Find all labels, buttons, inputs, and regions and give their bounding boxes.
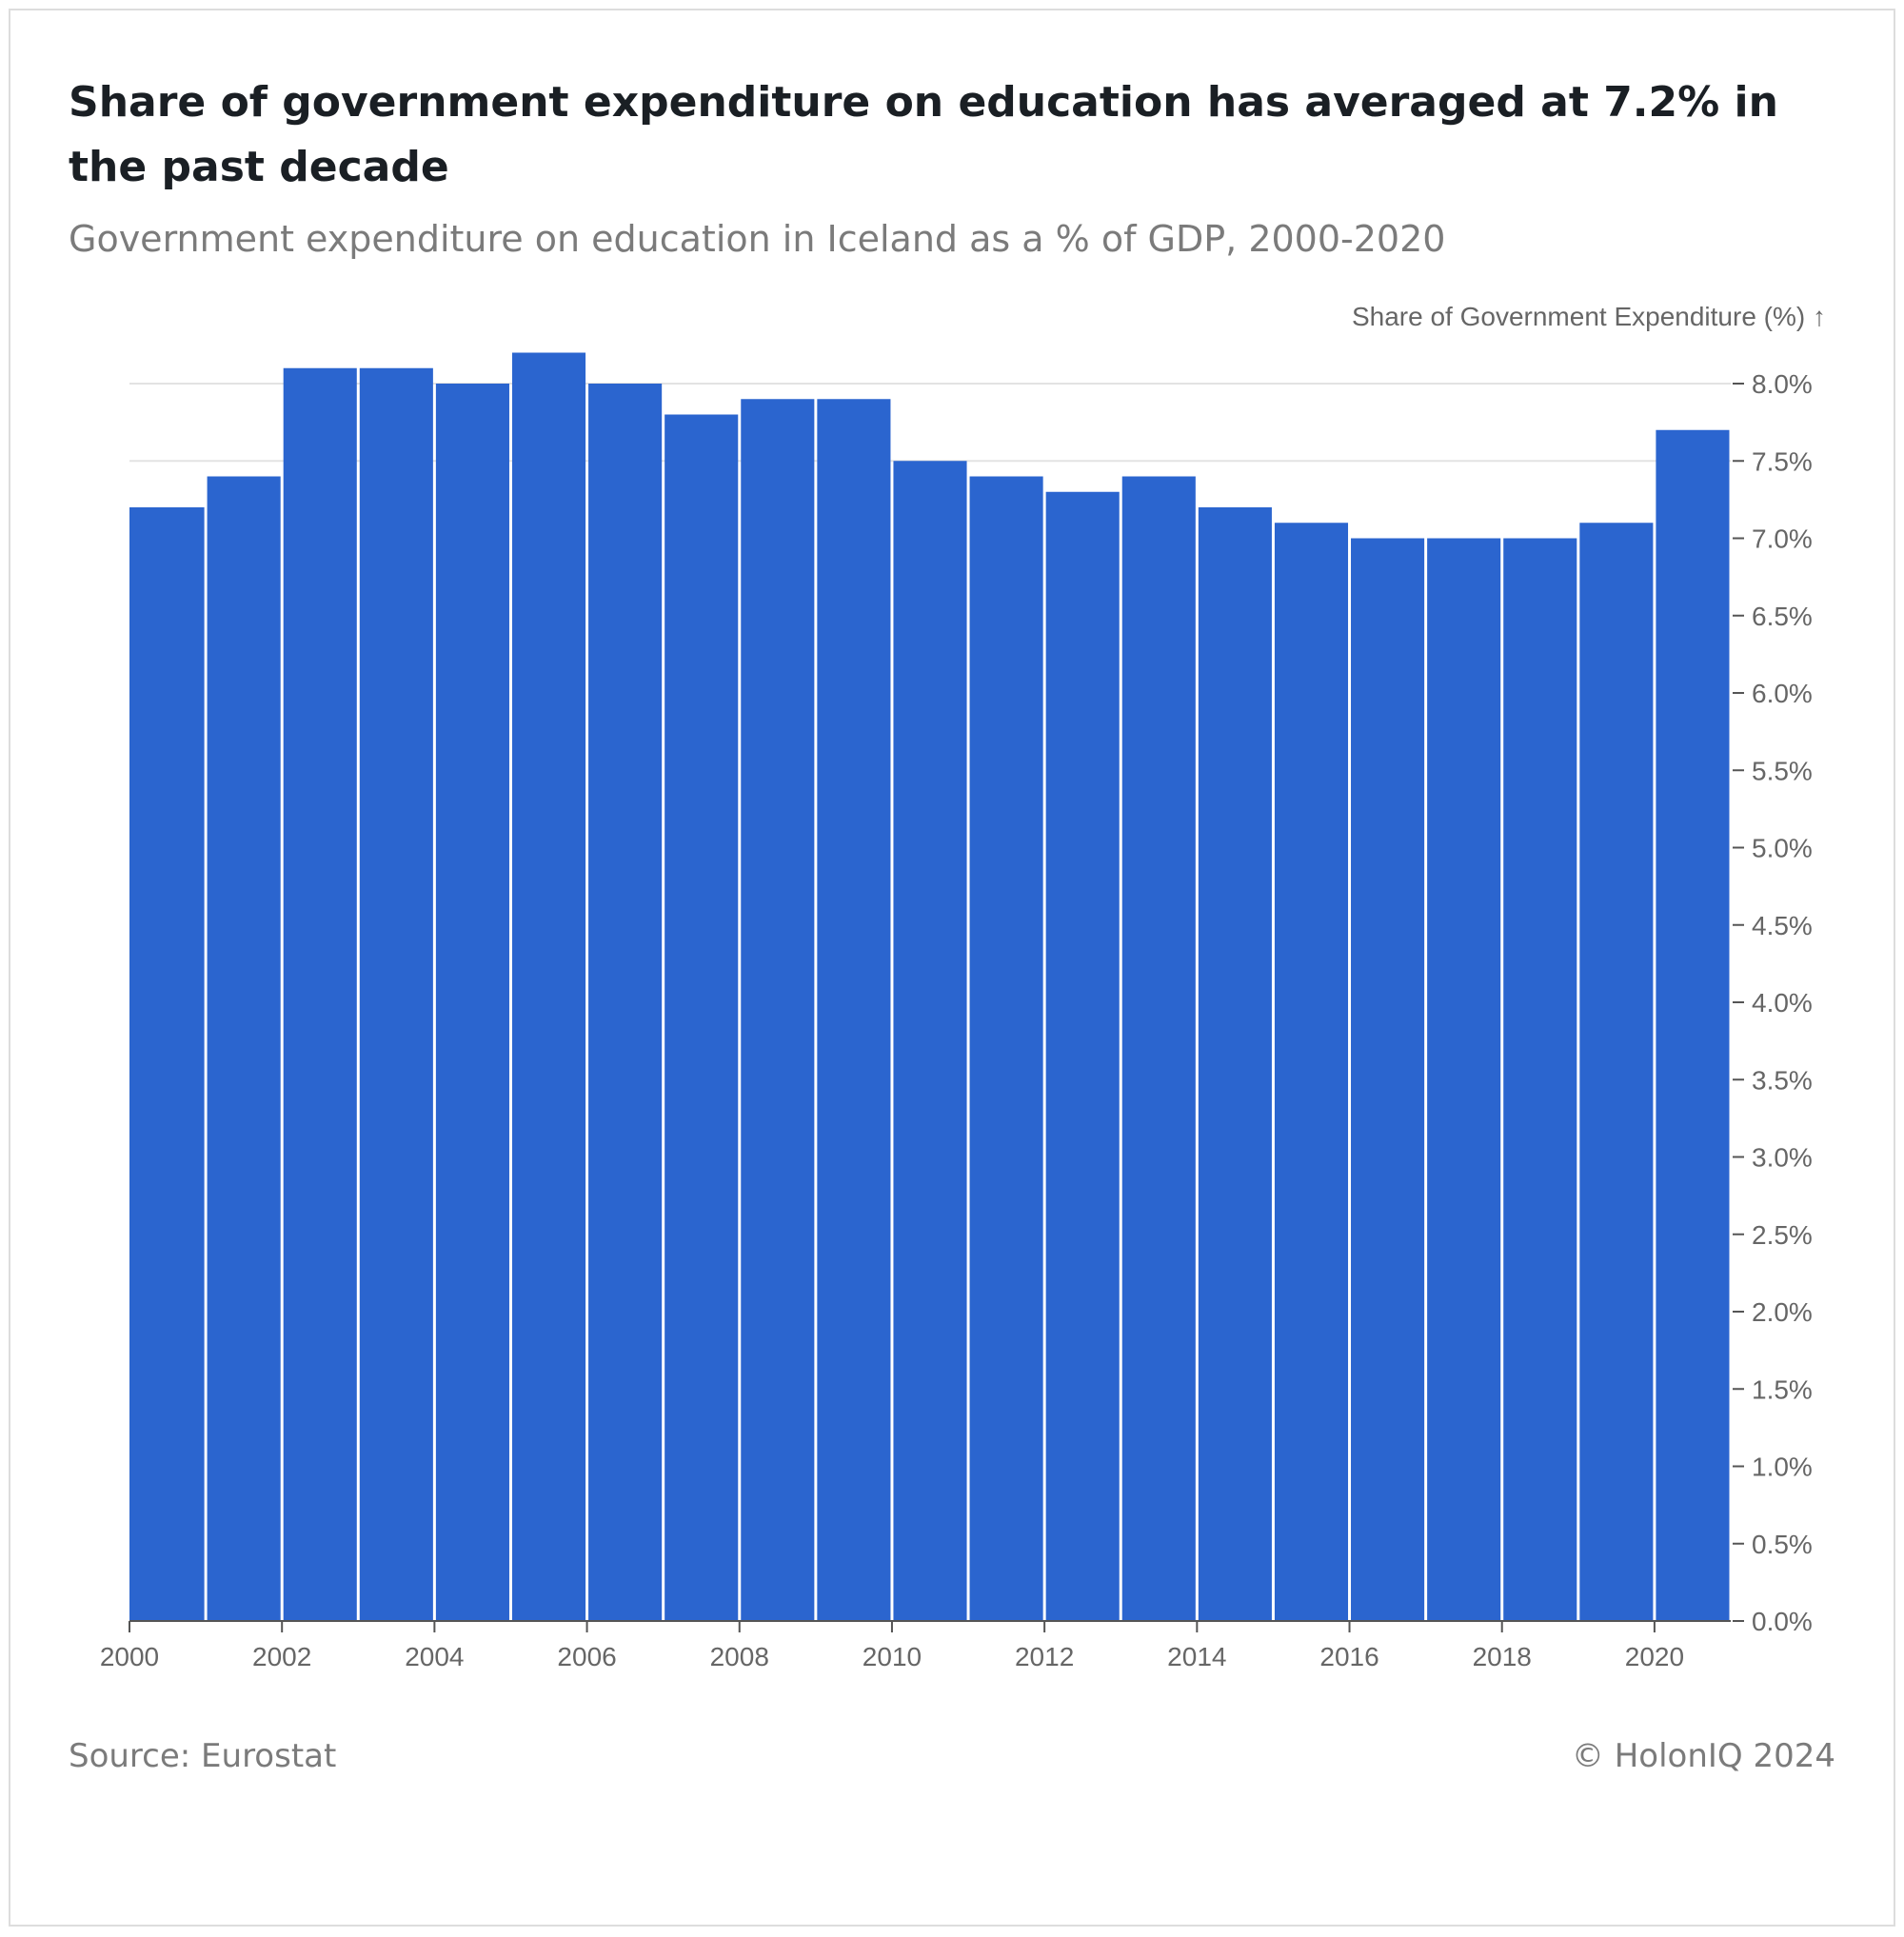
- y-tick-label: 1.5%: [1752, 1374, 1813, 1404]
- y-axis-label: Share of Government Expenditure (%) ↑: [1352, 302, 1826, 331]
- bar: [435, 384, 509, 1621]
- copyright-note: © HolonIQ 2024: [1571, 1737, 1835, 1775]
- bar: [588, 384, 663, 1621]
- y-tick-label: 4.0%: [1752, 988, 1813, 1018]
- bar: [1579, 523, 1654, 1621]
- source-note: Source: Eurostat: [69, 1737, 337, 1775]
- x-tick-label: 2020: [1625, 1642, 1684, 1671]
- x-tick-label: 2018: [1473, 1642, 1532, 1671]
- bar: [1351, 538, 1425, 1621]
- y-tick-label: 6.0%: [1752, 679, 1813, 708]
- y-tick-label: 5.5%: [1752, 756, 1813, 785]
- x-tick-label: 2004: [405, 1642, 464, 1671]
- y-tick-label: 8.0%: [1752, 369, 1813, 399]
- bar: [1656, 429, 1730, 1621]
- y-tick-label: 7.0%: [1752, 524, 1813, 554]
- y-tick-label: 4.5%: [1752, 911, 1813, 940]
- bar: [283, 367, 357, 1621]
- bar: [1121, 476, 1196, 1621]
- y-tick-label: 5.0%: [1752, 834, 1813, 863]
- y-tick-label: 1.0%: [1752, 1453, 1813, 1482]
- x-tick-label: 2010: [863, 1642, 922, 1671]
- y-tick-label: 7.5%: [1752, 446, 1813, 476]
- x-tick-label: 2008: [710, 1642, 769, 1671]
- x-tick-label: 2014: [1167, 1642, 1226, 1671]
- bar: [359, 367, 433, 1621]
- y-axis: 0.0% 0.5% 1.0% 1.5% 2.0% 2.5% 3.0% 3.5% 4.0% 4.5%…: [1733, 369, 1813, 1636]
- x-tick-label: 2002: [252, 1642, 311, 1671]
- x-axis: 2000 2002 2004 2006 2008 2010 2012 2014 2016 2018…: [100, 1620, 1731, 1671]
- y-tick-label: 0.5%: [1752, 1530, 1813, 1559]
- bar: [1503, 538, 1577, 1621]
- y-tick-label: 3.5%: [1752, 1065, 1813, 1095]
- x-tick-label: 2016: [1319, 1642, 1378, 1671]
- y-tick-label: 3.0%: [1752, 1143, 1813, 1173]
- bar: [1045, 491, 1120, 1621]
- bar: [207, 476, 281, 1621]
- chart-title: Share of government expenditure on educa…: [69, 78, 1778, 191]
- bar: [893, 461, 967, 1621]
- chart-subtitle: Government expenditure on education in I…: [69, 218, 1446, 260]
- x-tick-label: 2012: [1015, 1642, 1074, 1671]
- x-tick-label: 2000: [100, 1642, 159, 1671]
- bar: [1198, 507, 1272, 1621]
- bar: [1427, 538, 1501, 1621]
- bar: [741, 399, 815, 1621]
- bar: [969, 476, 1043, 1621]
- bar: [817, 399, 891, 1621]
- y-tick-label: 2.0%: [1752, 1297, 1813, 1327]
- y-tick-label: 2.5%: [1752, 1220, 1813, 1250]
- y-tick-label: 6.5%: [1752, 602, 1813, 631]
- bar: [129, 507, 205, 1621]
- y-tick-label: 0.0%: [1752, 1607, 1813, 1636]
- bar: [664, 414, 739, 1621]
- x-tick-label: 2006: [557, 1642, 616, 1671]
- bar: [1274, 523, 1349, 1621]
- bar: [511, 352, 586, 1621]
- bars: [129, 352, 1730, 1621]
